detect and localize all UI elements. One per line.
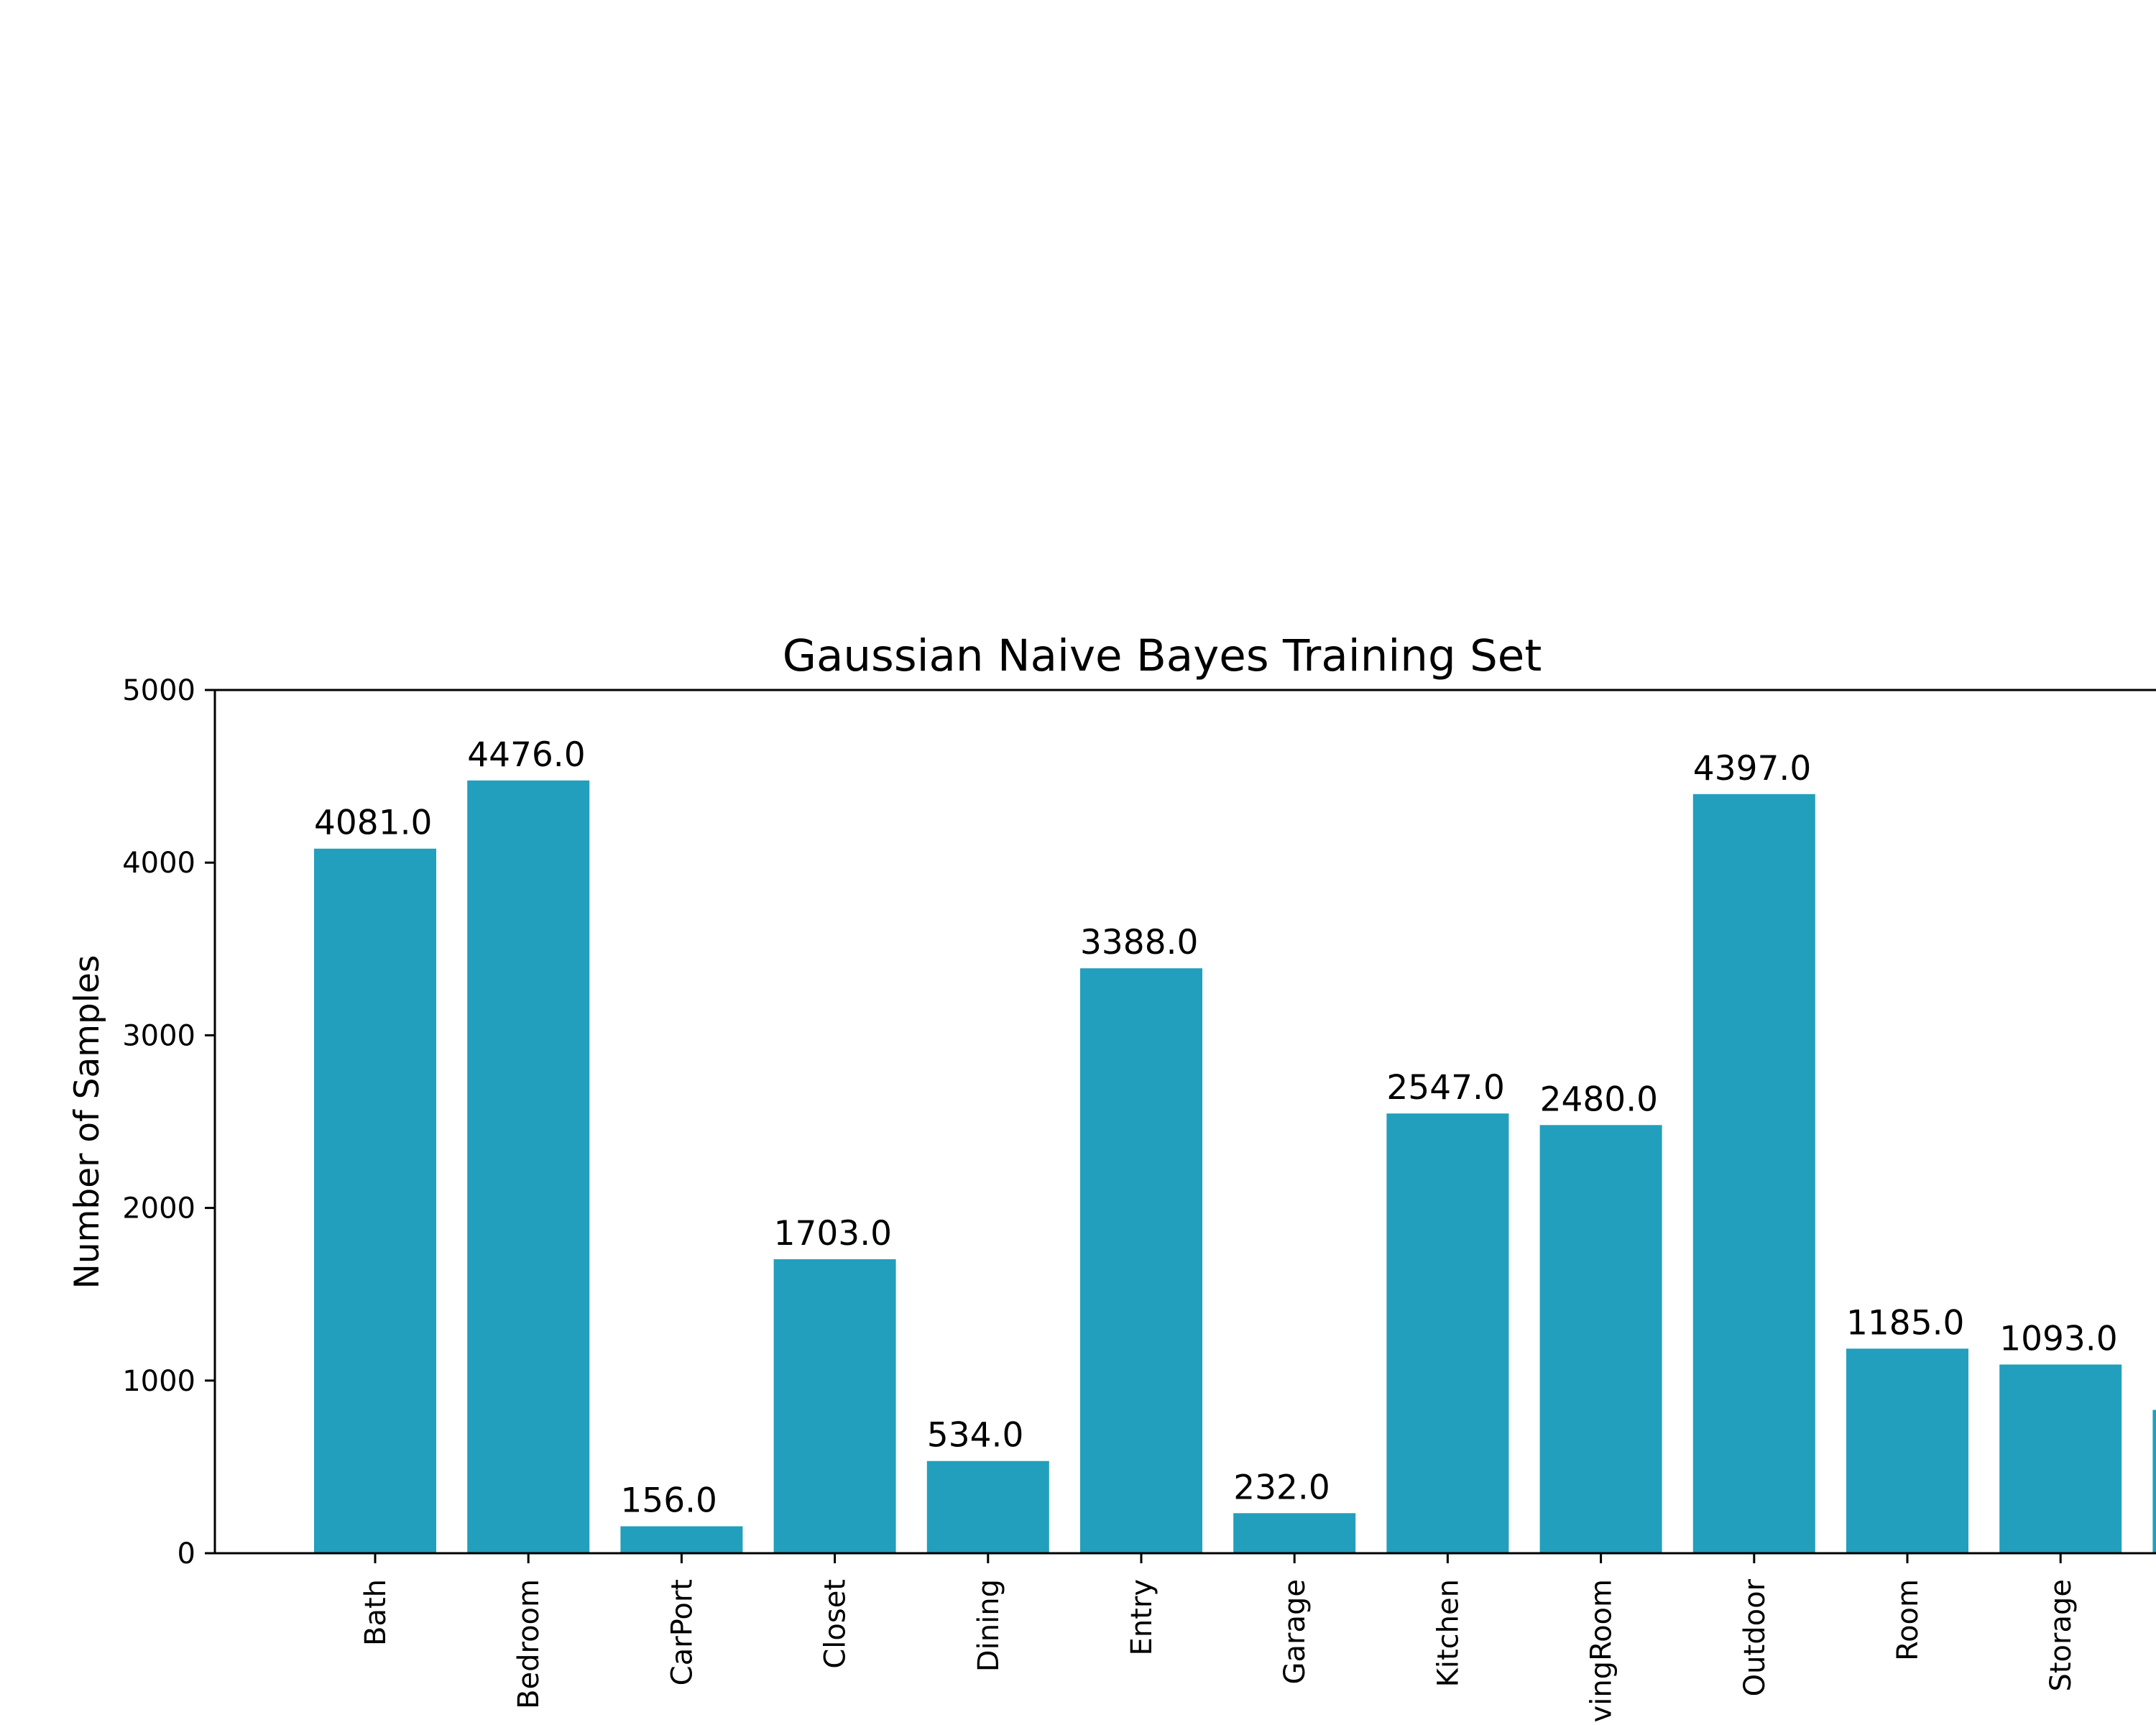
data-label: 4081.0 bbox=[314, 804, 432, 843]
x-tick-label: Dining bbox=[972, 1579, 1005, 1672]
bar bbox=[1080, 968, 1202, 1553]
data-label: 1703.0 bbox=[774, 1214, 892, 1254]
x-tick-label: Kitchen bbox=[1432, 1579, 1465, 1687]
data-label: 4476.0 bbox=[467, 735, 585, 775]
x-ticks-group: Bath Bedroom CarPort Closet Dining Entry Garag… bbox=[359, 1553, 2078, 1725]
x-tick-label: Bath bbox=[359, 1579, 392, 1646]
bar bbox=[467, 780, 590, 1553]
y-tick-label: 0 bbox=[178, 1537, 195, 1570]
data-label: 3388.0 bbox=[1080, 923, 1198, 962]
bar bbox=[1692, 794, 1815, 1553]
data-label: 1185.0 bbox=[1846, 1303, 1964, 1343]
y-tick-label: 3000 bbox=[122, 1019, 195, 1052]
x-tick-label: Bedroom bbox=[512, 1579, 545, 1709]
y-tick-label: 5000 bbox=[122, 674, 195, 707]
bar bbox=[620, 1526, 743, 1553]
x-tick-label: Entry bbox=[1125, 1579, 1158, 1655]
data-label: 156.0 bbox=[620, 1481, 717, 1521]
data-label: 4397.0 bbox=[1693, 749, 1811, 788]
chart-title: Gaussian Naive Bayes Training Set bbox=[783, 630, 1542, 681]
axes-group bbox=[213, 689, 2156, 1555]
x-tick-label: Garage bbox=[1279, 1579, 1312, 1684]
x-tick-label: CarPort bbox=[665, 1579, 699, 1685]
bar bbox=[926, 1460, 1049, 1553]
bar bbox=[1539, 1125, 1662, 1553]
data-label: 2547.0 bbox=[1386, 1068, 1504, 1108]
bar bbox=[1233, 1513, 1356, 1553]
y-tick-label: 2000 bbox=[122, 1192, 195, 1225]
bar bbox=[1386, 1113, 1509, 1553]
x-tick-label: Outdoor bbox=[1738, 1578, 1772, 1696]
bar bbox=[314, 848, 436, 1553]
data-label: 534.0 bbox=[927, 1416, 1024, 1455]
bars-group bbox=[314, 780, 2156, 1553]
y-tick-label: 1000 bbox=[122, 1365, 195, 1398]
data-labels-group: 4081.0 4476.0 156.0 1703.0 534.0 3388.0 232.0 2… bbox=[314, 735, 2118, 1521]
bar bbox=[2152, 1409, 2156, 1553]
y-tick-label: 4000 bbox=[122, 847, 195, 880]
y-ticks-group: 0 1000 2000 3000 4000 5000 bbox=[122, 674, 215, 1570]
x-tick-label: LivingRoom bbox=[1585, 1579, 1618, 1725]
bar bbox=[1846, 1348, 1968, 1553]
bar bbox=[1999, 1364, 2122, 1553]
data-label: 1093.0 bbox=[1999, 1319, 2117, 1358]
x-tick-label: Room bbox=[1892, 1579, 1925, 1661]
bar bbox=[773, 1259, 896, 1553]
x-tick-label: Storage bbox=[2045, 1579, 2078, 1692]
x-tick-label: Closet bbox=[819, 1579, 852, 1669]
data-label: 2480.0 bbox=[1540, 1080, 1658, 1119]
y-axis-label: Number of Samples bbox=[68, 955, 107, 1289]
data-label: 232.0 bbox=[1233, 1468, 1330, 1507]
